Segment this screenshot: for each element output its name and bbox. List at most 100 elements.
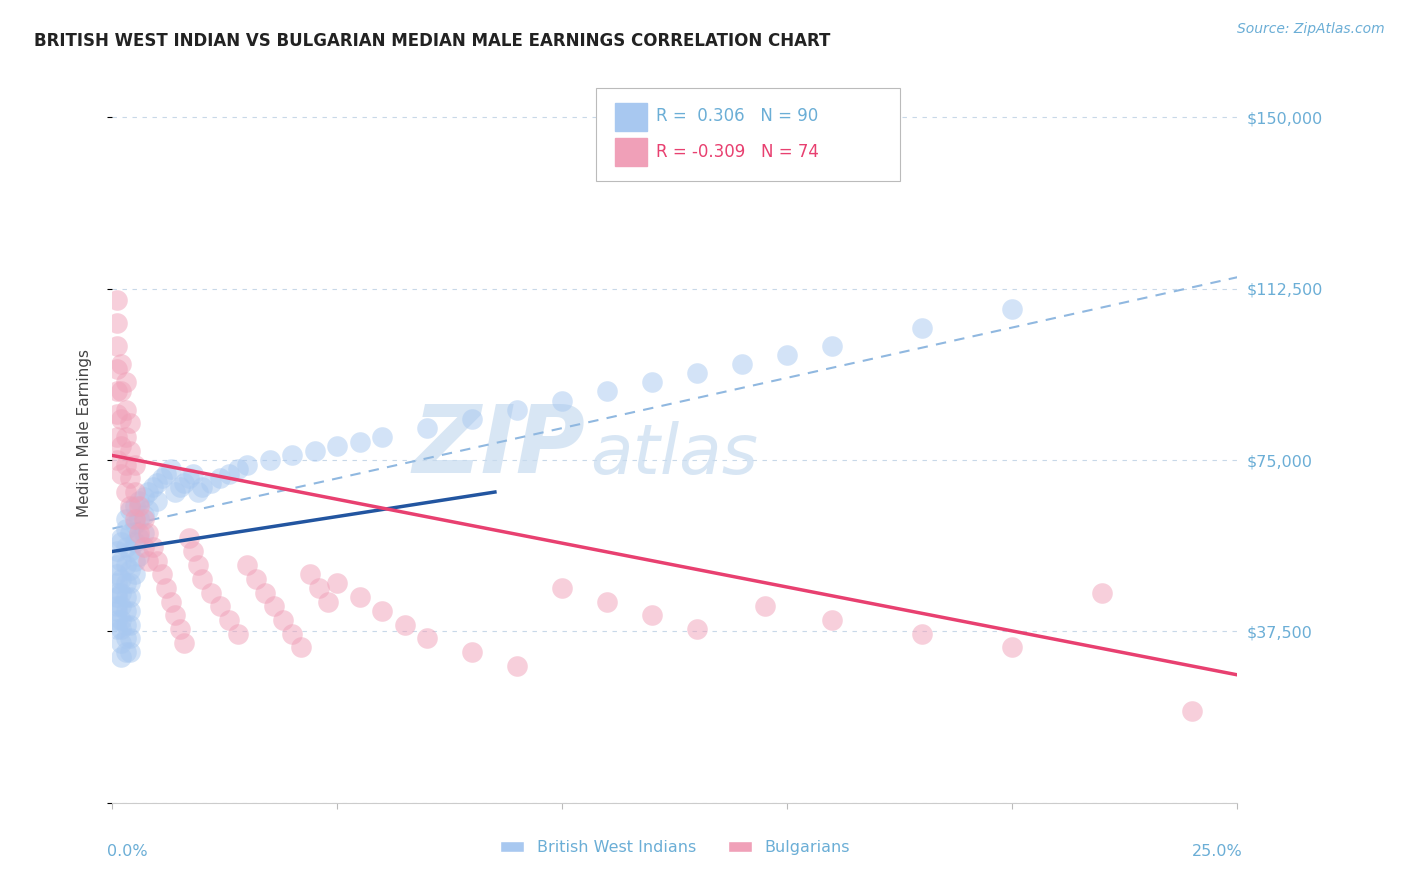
Point	[416, 421, 439, 435]
Point	[105, 316, 128, 330]
Point	[173, 475, 195, 490]
Point	[110, 384, 132, 399]
Point	[128, 531, 150, 545]
Point	[105, 576, 128, 591]
Point	[105, 613, 128, 627]
Point	[105, 339, 128, 353]
Point	[304, 443, 326, 458]
Point	[821, 613, 844, 627]
Text: 25.0%: 25.0%	[1192, 844, 1243, 858]
Point	[105, 599, 128, 614]
Bar	[616, 103, 647, 131]
Point	[218, 467, 240, 481]
Point	[371, 604, 394, 618]
Point	[115, 512, 138, 526]
Point	[821, 339, 844, 353]
Point	[236, 458, 259, 472]
Point	[124, 516, 146, 531]
Point	[124, 512, 146, 526]
Point	[177, 471, 200, 485]
Text: R = -0.309   N = 74: R = -0.309 N = 74	[655, 143, 818, 161]
Point	[115, 576, 138, 591]
Point	[124, 458, 146, 472]
Point	[551, 581, 574, 595]
Point	[160, 595, 183, 609]
FancyBboxPatch shape	[596, 88, 900, 181]
Point	[120, 576, 142, 591]
Point	[209, 471, 232, 485]
Point	[105, 558, 128, 573]
Point	[187, 485, 209, 500]
Point	[128, 499, 150, 513]
Point	[124, 485, 146, 500]
Point	[142, 480, 165, 494]
Point	[110, 553, 132, 567]
Point	[911, 320, 934, 334]
Point	[105, 408, 128, 422]
Point	[259, 453, 281, 467]
Point	[461, 645, 484, 659]
Point	[110, 622, 132, 636]
Point	[110, 535, 132, 549]
Point	[191, 572, 214, 586]
Point	[110, 412, 132, 426]
Point	[110, 572, 132, 586]
Point	[318, 595, 340, 609]
Point	[105, 590, 128, 604]
Point	[120, 544, 142, 558]
Point	[776, 348, 799, 362]
Point	[128, 512, 150, 526]
Point	[110, 636, 132, 650]
Point	[110, 531, 132, 545]
Point	[551, 393, 574, 408]
Point	[308, 581, 330, 595]
Point	[128, 526, 150, 541]
Point	[132, 540, 155, 554]
Point	[105, 567, 128, 582]
Point	[115, 376, 138, 390]
Point	[155, 581, 177, 595]
Point	[150, 471, 173, 485]
Point	[641, 608, 664, 623]
Point	[105, 453, 128, 467]
Point	[115, 430, 138, 444]
Point	[115, 590, 138, 604]
Point	[110, 649, 132, 664]
Point	[120, 617, 142, 632]
Text: atlas: atlas	[591, 421, 758, 488]
Point	[254, 585, 277, 599]
Point	[641, 376, 664, 390]
Point	[120, 499, 142, 513]
Point	[326, 439, 349, 453]
Point	[132, 526, 155, 541]
Point	[105, 544, 128, 558]
Point	[155, 467, 177, 481]
Point	[132, 490, 155, 504]
Point	[245, 572, 267, 586]
Point	[128, 549, 150, 563]
Point	[120, 526, 142, 541]
Point	[120, 604, 142, 618]
Point	[461, 412, 484, 426]
Legend: British West Indians, Bulgarians: British West Indians, Bulgarians	[494, 834, 856, 862]
Point	[124, 499, 146, 513]
Point	[1001, 302, 1024, 317]
Text: BRITISH WEST INDIAN VS BULGARIAN MEDIAN MALE EARNINGS CORRELATION CHART: BRITISH WEST INDIAN VS BULGARIAN MEDIAN …	[34, 32, 830, 50]
Point	[146, 494, 169, 508]
Point	[120, 471, 142, 485]
Point	[110, 467, 132, 481]
Point	[124, 553, 146, 567]
Point	[228, 626, 250, 640]
Point	[142, 540, 165, 554]
Point	[150, 567, 173, 582]
Point	[394, 617, 416, 632]
Point	[281, 449, 304, 463]
Point	[132, 508, 155, 522]
Point	[273, 613, 295, 627]
Point	[115, 402, 138, 417]
Point	[105, 585, 128, 599]
Point	[132, 512, 155, 526]
Point	[371, 430, 394, 444]
Point	[160, 462, 183, 476]
Point	[105, 604, 128, 618]
